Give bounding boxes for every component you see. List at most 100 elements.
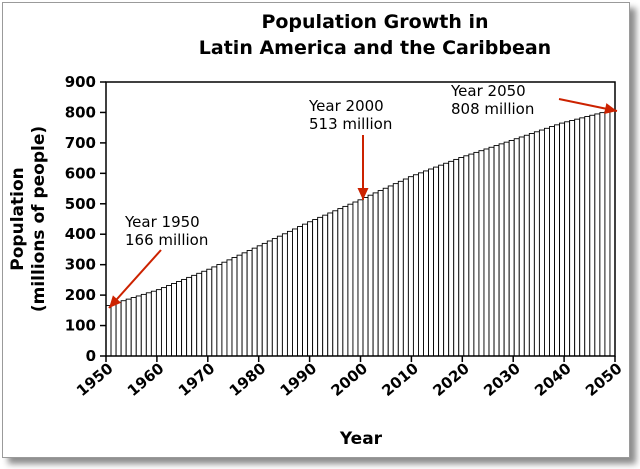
bar-2025 <box>483 148 490 357</box>
x-tick-label: 2000 <box>328 359 372 400</box>
bar-2007 <box>392 183 399 357</box>
bar-2040 <box>559 122 566 357</box>
bar-1971 <box>211 266 218 357</box>
bar-1989 <box>302 223 309 357</box>
annotation-arrow-line <box>108 249 162 309</box>
bar-2013 <box>423 170 429 357</box>
y-tick-label: 100 <box>65 317 96 335</box>
y-tick-label: 600 <box>65 164 96 182</box>
bar-1985 <box>281 233 288 357</box>
bar-2045 <box>584 116 591 357</box>
bar-2042 <box>569 120 576 357</box>
bar-2034 <box>528 133 535 357</box>
x-tick-label: 2020 <box>429 359 473 400</box>
bar-1990 <box>307 221 314 357</box>
population-chart: Population Growth in Latin America and t… <box>8 11 626 449</box>
bar-2000 <box>357 199 364 357</box>
bar-2002 <box>367 194 374 357</box>
x-axis-title: Year <box>339 429 383 449</box>
bar-1956 <box>135 295 142 357</box>
bar-2024 <box>478 150 485 357</box>
annotation-value-label: 808 million <box>451 100 534 118</box>
annotation-year-label: Year 2050 <box>450 82 526 100</box>
bar-1982 <box>266 240 273 357</box>
bar-2003 <box>372 192 379 357</box>
bar-2049 <box>604 110 611 357</box>
bar-2047 <box>594 113 601 357</box>
bar-1951 <box>110 303 117 357</box>
bar-1979 <box>251 247 258 357</box>
bar-1977 <box>241 252 248 357</box>
bar-1976 <box>236 254 243 357</box>
bar-2038 <box>549 126 555 357</box>
bar-2015 <box>433 166 440 357</box>
bar-1953 <box>120 300 127 357</box>
bar-2050 <box>609 109 616 357</box>
bar-1963 <box>171 283 177 357</box>
bar-1980 <box>256 245 263 357</box>
annotation-year-label: Year 2000 <box>308 97 384 115</box>
annotation-arrowhead <box>109 295 122 308</box>
annotation-arrowhead <box>357 188 369 200</box>
bar-2048 <box>599 112 606 357</box>
bar-1969 <box>201 270 208 357</box>
bar-1992 <box>317 216 324 357</box>
y-axis: 0 100 200 300 400 500 600 700 800 900 <box>65 73 106 365</box>
bar-2018 <box>448 160 455 357</box>
bar-1964 <box>176 281 183 357</box>
bar-2037 <box>544 127 550 357</box>
bar-1987 <box>292 228 298 357</box>
x-tick-label: 2040 <box>531 359 575 400</box>
bar-2001 <box>362 197 369 357</box>
bar-1961 <box>160 287 167 357</box>
bar-1962 <box>166 285 172 357</box>
x-tick-label: 1990 <box>277 359 321 400</box>
chart-title-line-2: Latin America and the Caribbean <box>199 37 551 59</box>
bar-1954 <box>125 298 132 357</box>
bar-2023 <box>473 151 480 357</box>
bar-2019 <box>453 158 460 357</box>
x-tick-label: 1970 <box>175 359 219 400</box>
bar-1952 <box>115 301 122 357</box>
y-tick-label: 300 <box>65 256 96 274</box>
bar-2004 <box>377 190 384 357</box>
bar-2046 <box>589 114 596 357</box>
bar-1981 <box>261 242 268 357</box>
bar-1972 <box>216 264 223 357</box>
bar-1955 <box>130 297 137 357</box>
annotation-value-label: 166 million <box>125 231 208 249</box>
x-tick-label: 2050 <box>582 359 626 400</box>
bar-1957 <box>140 293 147 357</box>
bar-2016 <box>438 164 445 357</box>
bar-2008 <box>397 180 404 357</box>
bar-1975 <box>231 257 238 357</box>
bar-1986 <box>286 230 293 357</box>
bar-2022 <box>468 153 475 357</box>
bar-1993 <box>322 214 329 357</box>
bar-2030 <box>508 139 515 357</box>
bar-2032 <box>518 136 525 357</box>
x-tick-label: 2030 <box>480 359 524 400</box>
bar-2043 <box>574 118 581 357</box>
bar-1965 <box>181 278 188 357</box>
bar-1970 <box>206 268 213 357</box>
bar-1995 <box>332 210 339 357</box>
bar-1999 <box>352 201 359 357</box>
bar-1958 <box>145 292 152 357</box>
bar-1978 <box>246 250 253 357</box>
bar-1974 <box>226 259 233 357</box>
bar-2031 <box>513 138 520 357</box>
x-axis: 1950 1960 1970 1980 1990 2000 2010 2020 2030 2040… <box>73 356 626 400</box>
bar-1998 <box>347 203 354 357</box>
x-tick-label: 1980 <box>226 359 270 400</box>
bar-2029 <box>503 141 510 357</box>
annotation-arrowhead <box>604 103 617 114</box>
bar-2010 <box>407 176 414 357</box>
bar-1984 <box>276 235 283 357</box>
bar-2041 <box>564 121 571 357</box>
bar-1997 <box>342 205 349 357</box>
bar-1973 <box>221 261 228 357</box>
bar-2039 <box>554 124 561 357</box>
bar-2044 <box>579 117 586 357</box>
